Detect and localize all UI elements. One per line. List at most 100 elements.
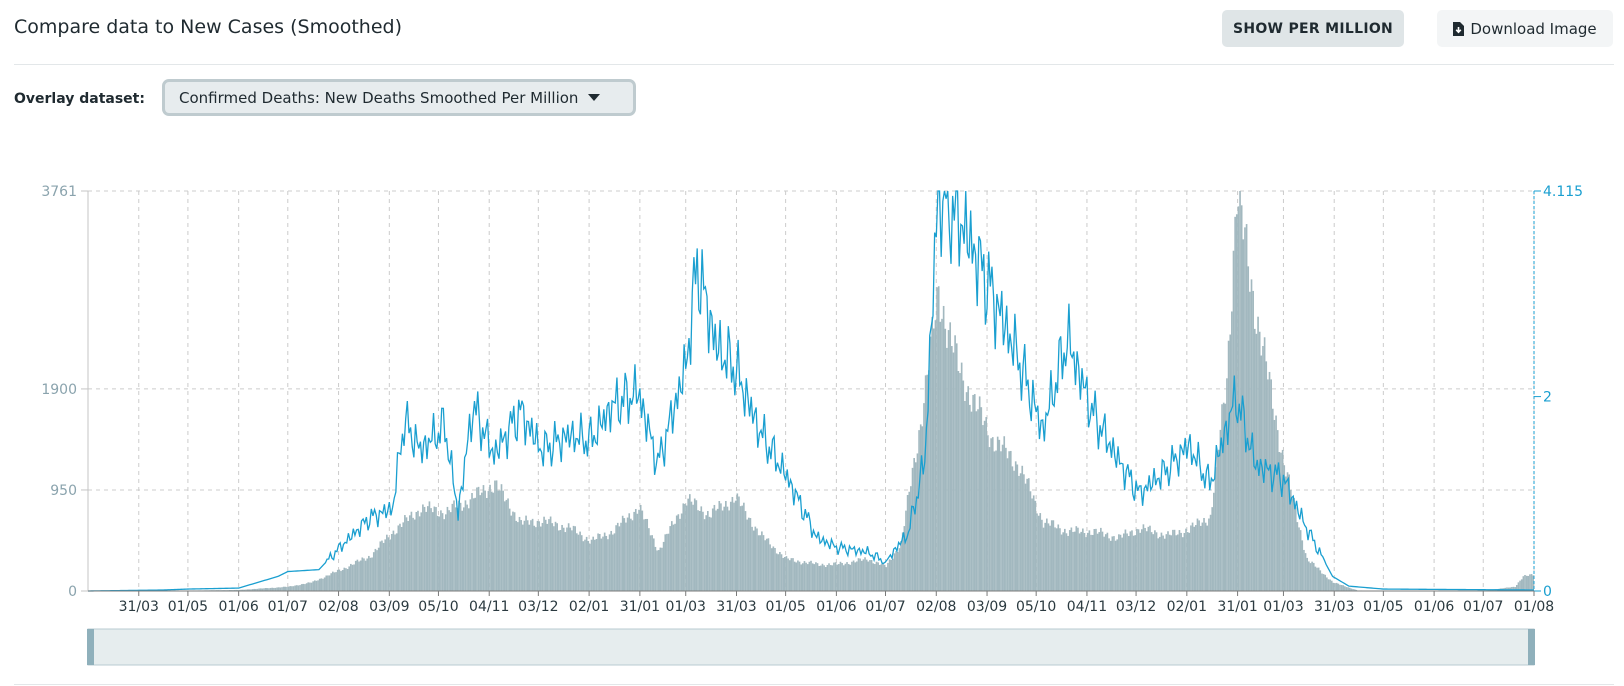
bar bbox=[919, 424, 922, 591]
bar bbox=[877, 562, 879, 591]
bar bbox=[1104, 534, 1107, 591]
bar bbox=[359, 560, 362, 591]
bar bbox=[662, 541, 665, 591]
bar bbox=[1339, 584, 1341, 591]
navigator-right-handle[interactable] bbox=[1528, 629, 1535, 665]
bar bbox=[1168, 534, 1171, 591]
bar bbox=[1049, 525, 1051, 591]
bar bbox=[1142, 524, 1145, 591]
bar bbox=[1177, 534, 1179, 591]
bar bbox=[744, 511, 747, 591]
bar bbox=[901, 532, 904, 591]
bar bbox=[292, 586, 295, 591]
bar bbox=[1253, 328, 1256, 591]
bar bbox=[684, 503, 686, 591]
bar bbox=[1129, 531, 1132, 591]
bar bbox=[1149, 525, 1151, 591]
bar bbox=[869, 560, 871, 591]
bar bbox=[824, 567, 827, 591]
bar bbox=[1311, 561, 1313, 591]
bar bbox=[1003, 436, 1006, 591]
bar bbox=[692, 504, 694, 591]
bar bbox=[787, 558, 789, 591]
bar bbox=[708, 516, 711, 591]
bar bbox=[936, 287, 938, 591]
bar bbox=[811, 563, 814, 591]
bar bbox=[269, 587, 272, 591]
bar bbox=[608, 534, 611, 591]
bar bbox=[233, 589, 236, 591]
bar bbox=[469, 499, 472, 591]
bar bbox=[857, 558, 860, 591]
bar bbox=[716, 508, 719, 591]
x-tick-label: 01/07 bbox=[268, 599, 308, 615]
navigator-left-handle[interactable] bbox=[87, 629, 94, 665]
bar bbox=[846, 562, 848, 591]
bar bbox=[1324, 574, 1327, 591]
bar bbox=[856, 561, 858, 591]
bar bbox=[1147, 526, 1150, 591]
bar bbox=[320, 578, 323, 591]
bar bbox=[346, 569, 349, 591]
bar bbox=[852, 560, 855, 591]
bar bbox=[250, 589, 252, 591]
bar bbox=[780, 554, 783, 591]
bar bbox=[782, 557, 784, 591]
bar bbox=[1080, 531, 1083, 591]
bar bbox=[616, 522, 619, 591]
bar bbox=[1173, 529, 1176, 591]
bar bbox=[340, 571, 342, 591]
bar bbox=[695, 500, 698, 591]
bar bbox=[1193, 526, 1196, 591]
bar bbox=[1121, 537, 1123, 591]
bar bbox=[1036, 513, 1038, 591]
bar bbox=[1291, 498, 1294, 591]
overlay-dataset-select[interactable]: Confirmed Deaths: New Deaths Smoothed Pe… bbox=[162, 79, 636, 116]
bar bbox=[829, 565, 832, 591]
bar bbox=[605, 535, 608, 591]
bar bbox=[1221, 404, 1223, 591]
bar bbox=[916, 453, 919, 591]
bar bbox=[910, 486, 912, 591]
bar bbox=[580, 535, 583, 591]
bar bbox=[1029, 491, 1032, 591]
x-tick-label: 31/01 bbox=[620, 599, 660, 615]
bar bbox=[1217, 449, 1220, 591]
bar bbox=[405, 517, 408, 591]
bar bbox=[859, 558, 861, 591]
footer-divider bbox=[14, 684, 1614, 685]
show-per-million-button[interactable]: SHOW PER MILLION bbox=[1222, 10, 1404, 47]
bar bbox=[554, 521, 557, 591]
bar bbox=[1083, 533, 1086, 591]
bar bbox=[887, 562, 889, 591]
bar bbox=[962, 380, 965, 591]
bar bbox=[238, 589, 241, 591]
bar bbox=[952, 352, 955, 591]
x-tick-label: 03/09 bbox=[369, 599, 409, 615]
bar bbox=[636, 513, 639, 591]
bar bbox=[972, 394, 974, 591]
bar bbox=[767, 538, 770, 591]
bar bbox=[1059, 528, 1061, 591]
bar bbox=[831, 565, 834, 591]
bar bbox=[315, 580, 318, 591]
bar bbox=[567, 523, 570, 591]
bar bbox=[973, 394, 976, 591]
x-tick-label: 31/01 bbox=[1217, 599, 1257, 615]
bar bbox=[993, 451, 996, 591]
bar bbox=[820, 565, 822, 591]
bar bbox=[1191, 522, 1194, 591]
bar bbox=[1237, 206, 1240, 591]
bar bbox=[515, 520, 518, 591]
bar bbox=[621, 515, 624, 591]
bar bbox=[815, 562, 817, 591]
download-image-button[interactable]: Download Image bbox=[1437, 10, 1613, 47]
bar bbox=[1260, 355, 1263, 591]
bar bbox=[467, 508, 470, 591]
bar bbox=[1216, 453, 1218, 591]
bar bbox=[1011, 466, 1014, 591]
bar bbox=[1088, 530, 1091, 591]
bar bbox=[538, 521, 540, 591]
bar bbox=[1031, 498, 1033, 591]
